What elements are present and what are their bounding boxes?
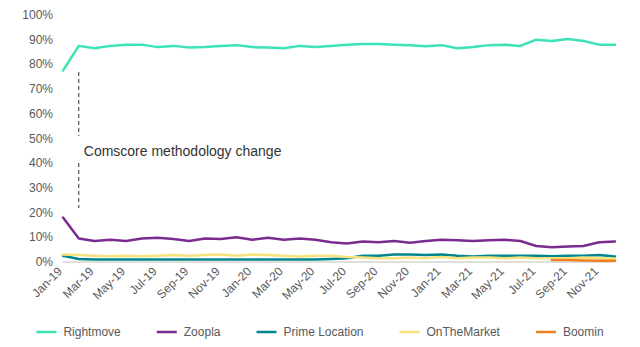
legend-label: Boomin — [563, 325, 604, 339]
legend-symbol — [157, 331, 177, 334]
x-tick-label: Nov-21 — [564, 264, 601, 301]
legend-symbol — [400, 331, 420, 334]
y-tick-label: 20% — [29, 206, 53, 220]
y-tick-label: 0% — [36, 255, 54, 269]
y-tick-label: 30% — [29, 181, 53, 195]
y-tick-label: 50% — [29, 132, 53, 146]
x-tick-label: Jan-21 — [408, 264, 444, 300]
x-tick-label: Mar-20 — [249, 264, 286, 301]
y-tick-label: 80% — [29, 57, 53, 71]
y-tick-label: 10% — [29, 230, 53, 244]
legend-symbol — [36, 331, 56, 334]
y-tick-label: 90% — [29, 33, 53, 47]
x-tick-label: Sep-20 — [343, 264, 380, 301]
x-tick-label: Mar-19 — [60, 264, 97, 301]
x-tick-label: Mar-21 — [438, 264, 475, 301]
annotation-text: Comscore methodology change — [84, 143, 282, 159]
legend: Rightmove Zoopla Prime Location OnTheMarket… — [36, 325, 603, 339]
annotation-line — [78, 163, 79, 208]
x-tick-label: Sep-21 — [533, 264, 570, 301]
x-tick-label: May-21 — [469, 264, 507, 302]
legend-symbol — [256, 331, 276, 334]
y-tick-label: 60% — [29, 107, 53, 121]
series-line — [552, 259, 615, 262]
legend-symbol — [536, 331, 556, 334]
series-line — [63, 218, 615, 248]
legend-label: OnTheMarket — [427, 325, 501, 339]
x-tick-label: Jan-19 — [29, 264, 65, 300]
chart: 0%10%20%30%40%50%60%70%80%90%100%Jan-19M… — [0, 0, 640, 347]
x-tick-label: Nov-20 — [375, 264, 412, 301]
legend-label: Zoopla — [184, 325, 221, 339]
y-tick-label: 100% — [22, 8, 53, 22]
x-tick-label: Sep-19 — [154, 264, 191, 301]
series-line — [63, 255, 615, 259]
plot-area — [63, 39, 615, 261]
annotation-line — [78, 72, 79, 136]
series-line — [63, 39, 615, 71]
series-line — [63, 255, 615, 260]
x-tick-label: May-19 — [90, 264, 128, 302]
y-tick-label: 70% — [29, 82, 53, 96]
x-axis — [63, 262, 615, 263]
x-tick-label: May-20 — [279, 264, 317, 302]
x-tick-label: Nov-19 — [186, 264, 223, 301]
y-tick-label: 40% — [29, 156, 53, 170]
legend-label: Rightmove — [63, 325, 121, 339]
legend-label: Prime Location — [283, 325, 363, 339]
x-tick-label: Jan-20 — [219, 264, 255, 300]
